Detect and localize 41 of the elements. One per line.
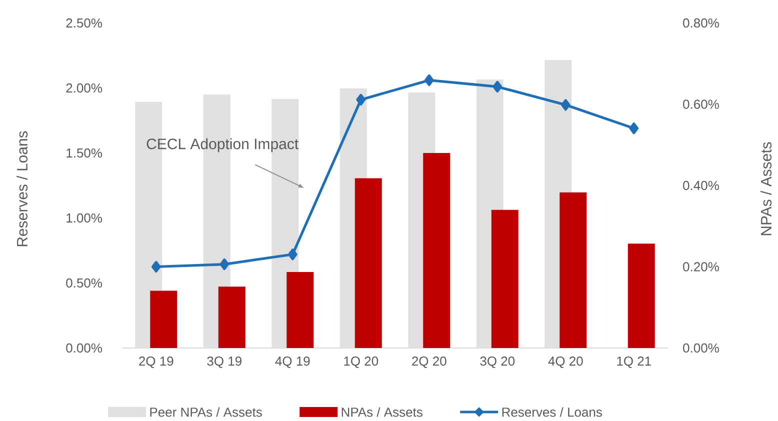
bar — [354, 178, 382, 348]
y-tick-label: 2.00% — [66, 83, 102, 93]
point — [629, 122, 639, 134]
x-tick-label: 4Q 19 — [275, 356, 310, 368]
bar — [491, 210, 518, 348]
bar — [286, 272, 314, 348]
y2-axis-title: NPAs / Assets — [760, 142, 772, 236]
x-tick-label: 1Q 20 — [344, 356, 378, 368]
point — [560, 99, 570, 111]
point — [288, 248, 298, 260]
bar — [423, 153, 450, 348]
y-tick-label: 0.50% — [66, 278, 102, 288]
point — [356, 94, 366, 106]
y2-tick-label: 0.20% — [683, 262, 719, 272]
point — [220, 258, 230, 270]
y-tick-label: 1.00% — [66, 213, 102, 223]
y-tick-label: 1.50% — [66, 148, 102, 158]
y2-tick-label: 0.00% — [683, 343, 719, 353]
y2-tick-label: 0.80% — [683, 18, 719, 28]
bar — [560, 192, 587, 348]
legend-label: Peer NPAs / Assets — [150, 407, 262, 417]
y-tick-label: 0.00% — [66, 343, 102, 353]
point — [492, 80, 502, 92]
y2-tick-label: 0.60% — [683, 100, 719, 109]
x-tick-label: 3Q 20 — [480, 356, 515, 368]
x-tick-label: 4Q 20 — [548, 356, 583, 368]
bar — [218, 286, 246, 348]
x-tick-label: 2Q 19 — [139, 356, 174, 368]
y-axis-title: Reserves / Loans — [16, 131, 28, 246]
x-tick-label: 2Q 20 — [412, 356, 446, 368]
legend-label: NPAs / Assets — [342, 407, 422, 417]
y-tick-label: 2.50% — [66, 18, 102, 28]
legend-label: Reserves / Loans — [502, 407, 602, 417]
point — [151, 260, 161, 273]
bar — [628, 244, 655, 348]
annotation: CECL Adoption Impact — [146, 138, 298, 152]
point — [424, 74, 434, 86]
bar — [150, 290, 178, 348]
x-tick-label: 3Q 19 — [207, 356, 242, 368]
x-tick-label: 1Q 21 — [617, 356, 651, 368]
y2-tick-label: 0.40% — [683, 180, 719, 190]
